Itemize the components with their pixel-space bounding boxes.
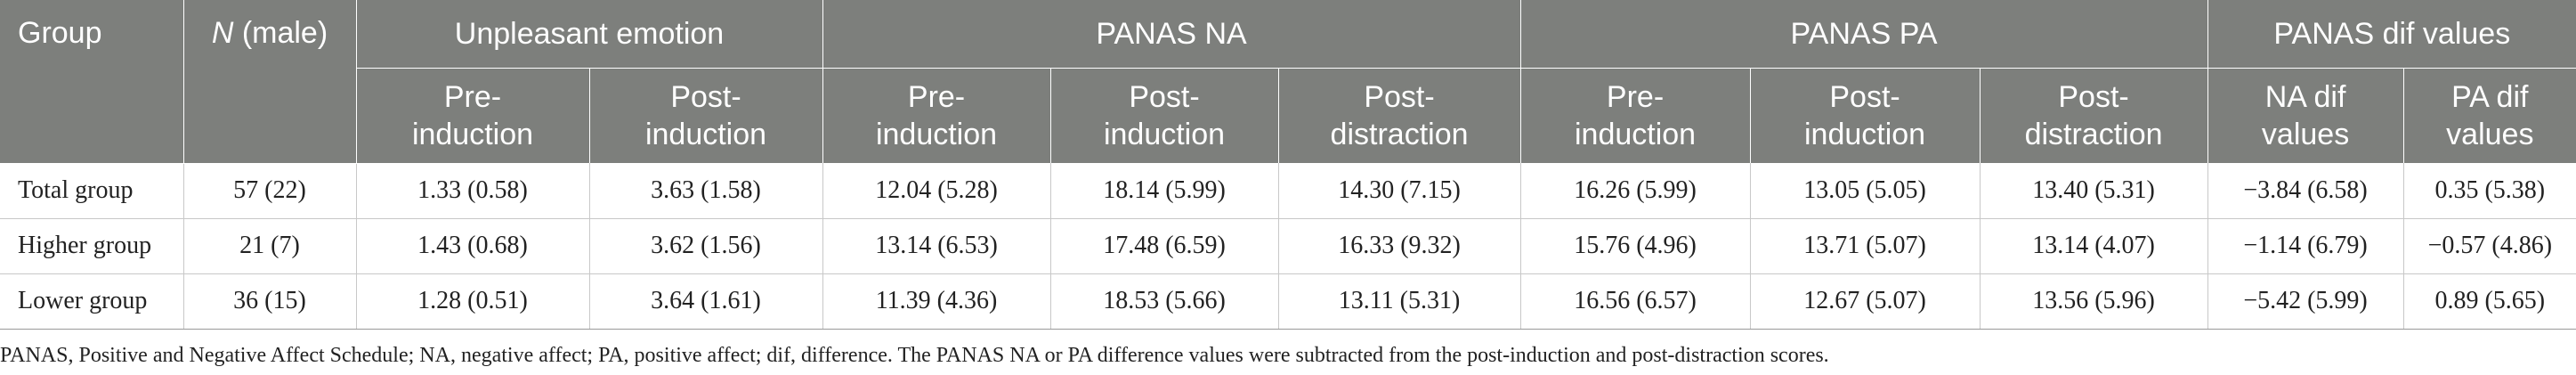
- table-cell: 13.14 (6.53): [822, 218, 1051, 274]
- table-cell: 3.62 (1.56): [589, 218, 823, 274]
- table-cell: 1.43 (0.68): [356, 218, 590, 274]
- row-label: Total group: [0, 163, 184, 219]
- subheader-cell: Pre-induction: [356, 68, 590, 163]
- subheader-cell: PA dif values: [2403, 68, 2576, 163]
- header-panas-na: PANAS NA: [822, 0, 1521, 69]
- subheader-cell: Pre-induction: [822, 68, 1051, 163]
- row-label: Lower group: [0, 273, 184, 330]
- table-cell: −3.84 (6.58): [2207, 163, 2404, 219]
- table-cell: 18.53 (5.66): [1050, 273, 1279, 330]
- table-footnote: PANAS, Positive and Negative Affect Sche…: [0, 344, 1829, 367]
- table-cell: 13.56 (5.96): [1980, 273, 2208, 330]
- row-label: Higher group: [0, 218, 184, 274]
- table-cell: 3.64 (1.61): [589, 273, 823, 330]
- header-panas-dif: PANAS dif values: [2207, 0, 2576, 69]
- table-cell: 13.40 (5.31): [1980, 163, 2208, 219]
- subheader-cell: Post-distraction: [1278, 68, 1521, 163]
- subheader-cell: Pre-induction: [1520, 68, 1751, 163]
- table-cell: 17.48 (6.59): [1050, 218, 1279, 274]
- subheader-cell: Post-induction: [589, 68, 823, 163]
- table-cell: 11.39 (4.36): [822, 273, 1051, 330]
- table-cell: 36 (15): [183, 273, 357, 330]
- table-row: Total group 57 (22) 1.33 (0.58) 3.63 (1.58)…: [0, 163, 2576, 219]
- table-cell: 12.04 (5.28): [822, 163, 1051, 219]
- table-cell: 15.76 (4.96): [1520, 218, 1751, 274]
- table-row: Higher group 21 (7) 1.43 (0.68) 3.62 (1.56)…: [0, 218, 2576, 274]
- table-row: Lower group 36 (15) 1.28 (0.51) 3.64 (1.61)…: [0, 273, 2576, 330]
- table-cell: 1.33 (0.58): [356, 163, 590, 219]
- table-cell: 13.05 (5.05): [1750, 163, 1981, 219]
- header-n: N (male): [183, 0, 357, 164]
- table-header: Group N (male) Unpleasant emotion PANAS …: [0, 0, 2576, 164]
- table-cell: 16.33 (9.32): [1278, 218, 1521, 274]
- header-group: Group: [0, 0, 184, 164]
- subheader-cell: Post-induction: [1750, 68, 1981, 163]
- table-cell: 0.35 (5.38): [2403, 163, 2576, 219]
- table-cell: 0.89 (5.65): [2403, 273, 2576, 330]
- table-cell: 16.56 (6.57): [1520, 273, 1751, 330]
- header-unpleasant-emotion: Unpleasant emotion: [356, 0, 823, 69]
- table-cell: 21 (7): [183, 218, 357, 274]
- subheader-cell: Post-distraction: [1980, 68, 2208, 163]
- table-cell: 16.26 (5.99): [1520, 163, 1751, 219]
- subheader-cell: NA dif values: [2207, 68, 2404, 163]
- header-panas-pa: PANAS PA: [1520, 0, 2208, 69]
- table-cell: −5.42 (5.99): [2207, 273, 2404, 330]
- table-cell: 14.30 (7.15): [1278, 163, 1521, 219]
- table-cell: 18.14 (5.99): [1050, 163, 1279, 219]
- subheader-cell: Post-induction: [1050, 68, 1279, 163]
- table-cell: 13.14 (4.07): [1980, 218, 2208, 274]
- table-cell: 12.67 (5.07): [1750, 273, 1981, 330]
- table-cell: 57 (22): [183, 163, 357, 219]
- table-cell: 13.11 (5.31): [1278, 273, 1521, 330]
- table-body: Total group 57 (22) 1.33 (0.58) 3.63 (1.58)…: [0, 163, 2576, 330]
- table-cell: −1.14 (6.79): [2207, 218, 2404, 274]
- table-cell: 13.71 (5.07): [1750, 218, 1981, 274]
- results-table: Group N (male) Unpleasant emotion PANAS …: [0, 0, 2576, 330]
- table-cell: −0.57 (4.86): [2403, 218, 2576, 274]
- table-cell: 3.63 (1.58): [589, 163, 823, 219]
- table-cell: 1.28 (0.51): [356, 273, 590, 330]
